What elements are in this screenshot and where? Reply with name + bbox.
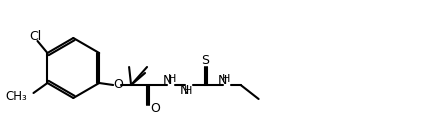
Text: N: N bbox=[162, 73, 172, 86]
Text: S: S bbox=[201, 54, 209, 66]
Text: H: H bbox=[221, 74, 230, 84]
Text: O: O bbox=[113, 79, 123, 92]
Text: N: N bbox=[180, 83, 190, 96]
Text: CH₃: CH₃ bbox=[6, 89, 27, 102]
Text: H: H bbox=[184, 86, 192, 96]
Text: N: N bbox=[218, 73, 227, 86]
Text: O: O bbox=[150, 102, 160, 115]
Text: Cl: Cl bbox=[30, 31, 42, 44]
Text: H: H bbox=[168, 74, 176, 84]
